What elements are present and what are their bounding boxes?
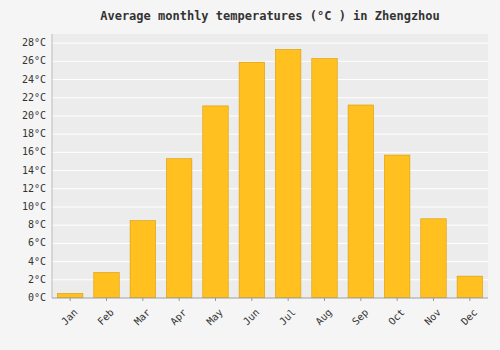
x-tick [397, 298, 398, 301]
x-tick [70, 298, 71, 301]
grid-line [52, 61, 488, 62]
bar [94, 273, 119, 298]
grid-line [52, 97, 488, 98]
y-tick-label: 20°C [22, 110, 46, 121]
bar [239, 62, 264, 298]
x-tick [360, 298, 361, 301]
x-tick [288, 298, 289, 301]
y-tick-label: 4°C [28, 256, 46, 267]
x-tick-label: Jun [241, 307, 262, 328]
y-tick-label: 18°C [22, 128, 46, 139]
x-tick [324, 298, 325, 301]
bar [275, 49, 300, 298]
x-tick-label: Jan [59, 307, 80, 328]
grid-line [52, 152, 488, 153]
x-tick-label: Sep [350, 307, 371, 328]
x-tick-label: May [204, 307, 225, 328]
y-axis-line [52, 34, 53, 298]
y-tick-label: 14°C [22, 165, 46, 176]
y-tick-label: 16°C [22, 146, 46, 157]
y-tick-label: 8°C [28, 219, 46, 230]
x-tick-label: Feb [95, 307, 116, 328]
y-axis: 0°C 2°C 4°C 6°C 8°C 10°C 12°C 14°C 16°C 18°C 20°C 2… [22, 34, 52, 303]
plot-area [52, 34, 488, 298]
bar [421, 219, 446, 298]
x-tick [106, 298, 107, 301]
grid-line [52, 298, 488, 299]
grid-line [52, 115, 488, 116]
grid-line [52, 134, 488, 135]
x-tick [142, 298, 143, 301]
y-tick-label: 22°C [22, 92, 46, 103]
background [0, 0, 500, 350]
grid [52, 43, 488, 298]
bar [457, 276, 482, 298]
x-tick [179, 298, 180, 301]
x-tick-label: Oct [386, 307, 407, 328]
x-tick-label: Aug [313, 307, 334, 328]
y-tick-label: 24°C [22, 74, 46, 85]
x-tick-label: Jul [277, 307, 298, 328]
bar [312, 59, 337, 298]
x-tick-label: Nov [422, 307, 443, 328]
bar [130, 221, 155, 298]
x-tick-label: Apr [168, 307, 189, 328]
y-tick-label: 2°C [28, 274, 46, 285]
bar [57, 293, 82, 298]
grid-line [52, 43, 488, 44]
x-tick-label: Mar [132, 307, 153, 328]
chart: 0°C 2°C 4°C 6°C 8°C 10°C 12°C 14°C 16°C 18°C 20°C 2… [0, 0, 500, 350]
y-tick-label: 26°C [22, 55, 46, 66]
x-tick [215, 298, 216, 301]
bars [57, 49, 482, 298]
bar [203, 106, 228, 298]
grid-line [52, 206, 488, 207]
grid-line [52, 170, 488, 171]
grid-line [52, 188, 488, 189]
bar [348, 105, 373, 298]
x-tick [251, 298, 252, 301]
bar [166, 159, 191, 298]
x-axis-line [52, 298, 488, 299]
x-axis: Jan Feb Mar Apr May Jun Jul Aug Sep Oct Nov Dec [52, 298, 488, 327]
x-tick-label: Dec [459, 307, 480, 328]
y-tick-label: 28°C [22, 37, 46, 48]
grid-line [52, 79, 488, 80]
title: Average monthly temperatures (°C ) in Zh… [100, 9, 440, 23]
y-tick-label: 0°C [28, 292, 46, 303]
y-tick-label: 12°C [22, 183, 46, 194]
y-tick-label: 10°C [22, 201, 46, 212]
x-tick [469, 298, 470, 301]
x-tick [433, 298, 434, 301]
y-tick-label: 6°C [28, 237, 46, 248]
bar [384, 155, 409, 298]
